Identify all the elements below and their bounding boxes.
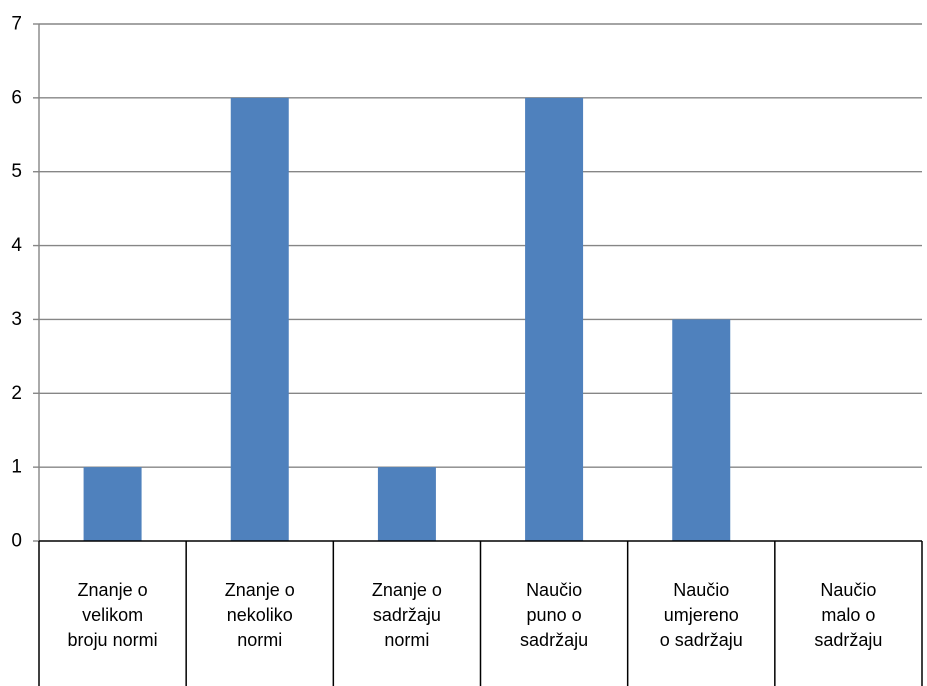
x-category-label-line: o sadržaju [660, 630, 743, 650]
x-category-label-line: broju normi [68, 630, 158, 650]
y-tick-label: 7 [11, 14, 22, 35]
x-category-label-line: velikom [82, 605, 143, 625]
x-category-label: Naučio puno o sadržaju [520, 580, 588, 650]
x-category-label-line: puno o [527, 605, 582, 625]
category-labels: Znanje o velikom broju normi Znanje o nekoli… [68, 580, 883, 650]
x-category-label: Naučio umjereno o sadržaju [660, 580, 743, 650]
bar [672, 319, 731, 541]
bar [230, 97, 289, 541]
category-table [38, 540, 923, 686]
x-category-label-line: nekoliko [227, 605, 293, 625]
x-category-label-line: sadržaju [373, 605, 441, 625]
x-category-label-line: Naučio [673, 580, 729, 600]
x-category-label-line: Naučio [820, 580, 876, 600]
y-tick-label: 2 [11, 383, 22, 404]
x-category-label-line: normi [237, 630, 282, 650]
y-tick-label: 5 [11, 161, 22, 182]
y-tick-label: 4 [11, 235, 22, 256]
bars [83, 97, 731, 541]
axes [33, 23, 40, 542]
y-tick-label: 0 [11, 531, 22, 552]
bar [525, 97, 584, 541]
x-category-label-line: Naučio [526, 580, 582, 600]
x-category-label: Naučio malo o sadržaju [814, 580, 882, 650]
x-category-label: Znanje o velikom broju normi [68, 580, 158, 650]
x-category-label: Znanje o nekoliko normi [225, 580, 295, 650]
y-tick-label: 6 [11, 87, 22, 108]
x-category-label-line: sadržaju [520, 630, 588, 650]
y-tick-label: 3 [11, 309, 22, 330]
x-category-label: Znanje o sadržaju normi [372, 580, 442, 650]
bar [377, 467, 436, 541]
y-tick-label: 1 [11, 457, 22, 478]
gridlines [39, 23, 922, 468]
x-category-label-line: Znanje o [78, 580, 148, 600]
x-category-label-line: sadržaju [814, 630, 882, 650]
x-category-label-line: malo o [821, 605, 875, 625]
bar [83, 467, 142, 541]
y-tick-labels: 0 1 2 3 4 5 6 7 [11, 14, 22, 552]
x-category-label-line: umjereno [664, 605, 739, 625]
x-category-label-line: Znanje o [225, 580, 295, 600]
x-category-label-line: normi [384, 630, 429, 650]
x-category-label-line: Znanje o [372, 580, 442, 600]
